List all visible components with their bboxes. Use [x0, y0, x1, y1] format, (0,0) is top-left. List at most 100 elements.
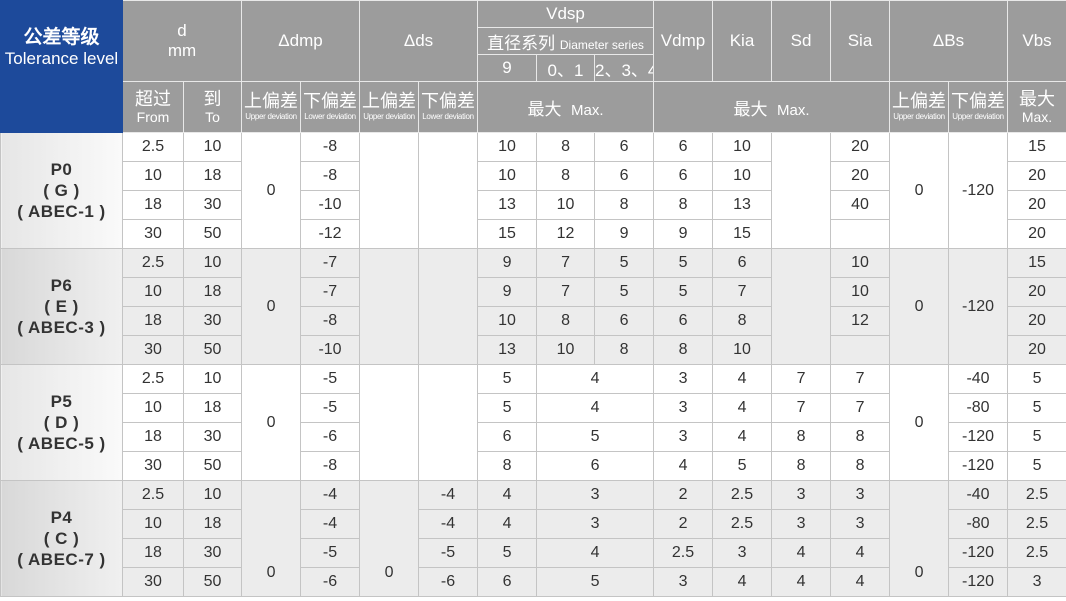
tolerance-level-line: ( E ) [44, 297, 79, 316]
sd-cell: 8 [771, 451, 832, 481]
header-d-symbol: d [177, 21, 187, 40]
from-cell: 30 [122, 219, 184, 249]
to-cell: 30 [182, 190, 243, 220]
ds-lower-cell [418, 248, 479, 365]
sia-cell: 20 [830, 161, 891, 191]
vdsp-cell: 10 [477, 306, 538, 336]
header-vbs: Vbs [1007, 0, 1066, 82]
from-cell: 2.5 [122, 480, 184, 510]
vdsp-cell: 4 [536, 538, 655, 568]
table-row: P4( C )( ABEC-7 ) 2.5 10 0 -4 0 -4 4 3 2 2.5 3 3 0 -40… [0, 480, 1066, 597]
header-dmp-upper: 上偏差 Upper deviation [241, 81, 302, 133]
vdsp-cell: 9 [477, 277, 538, 307]
tolerance-level-line: P4 [50, 508, 73, 527]
bs-lower-cell: -80 [948, 509, 1009, 539]
bs-lower-cell: -120 [948, 567, 1009, 597]
vbs-cell: 2.5 [1007, 509, 1066, 539]
sia-cell: 3 [830, 509, 891, 539]
max-cn: 最大 [1019, 89, 1056, 109]
tolerance-level-line: P6 [50, 276, 73, 295]
kia-cell: 8 [712, 306, 773, 336]
sia-cell: 8 [830, 422, 891, 452]
diameter-series-cn: 直径系列 [487, 33, 556, 53]
vdsp-cell: 4 [536, 364, 655, 394]
lower-cn: 下偏差 [421, 91, 476, 111]
to-cell: 10 [182, 480, 243, 510]
vdsp-cell: 15 [477, 219, 538, 249]
header-series-9: 9 [477, 54, 538, 82]
from-cell: 18 [122, 190, 184, 220]
vbs-cell: 5 [1007, 393, 1066, 423]
upper-cn: 上偏差 [892, 91, 947, 111]
vdsp-cell: 7 [536, 277, 596, 307]
vdsp-cell: 6 [594, 132, 655, 162]
dmp-upper-cell: 0 [241, 364, 302, 481]
max-en: Max. [776, 101, 810, 119]
from-cell: 10 [122, 393, 184, 423]
vdsp-cell: 4 [536, 393, 655, 423]
table-row: 18 30 -6 6 5 3 4 8 8 -120 5 [1, 422, 1066, 452]
ds-lower-cell: -6 [418, 567, 479, 597]
tolerance-level-cell: P0 ( G ) ( ABEC-1 ) [0, 132, 123, 249]
bs-upper-cell: 0 [889, 248, 950, 365]
upper-en: Upper deviation [893, 112, 945, 121]
vbs-cell: 20 [1007, 335, 1066, 365]
table-row: 18 30 -10 13 10 8 8 13 40 20 [1, 190, 1066, 220]
vdsp-cell: 5 [477, 538, 538, 568]
kia-cell: 6 [712, 248, 773, 278]
table-row: 10 18 -4 -4 4 3 2 2.5 3 3 -80 2.5 [1, 509, 1066, 539]
ds-lower-cell [418, 132, 479, 249]
sia-cell: 7 [830, 393, 891, 423]
header-bs: ΔBs [889, 0, 1009, 82]
sia-cell: 10 [830, 277, 891, 307]
vdmp-cell: 5 [653, 248, 714, 278]
kia-cell: 10 [712, 132, 773, 162]
kia-cell: 7 [712, 277, 773, 307]
from-cell: 30 [122, 335, 184, 365]
lower-cn: 下偏差 [951, 91, 1006, 111]
vbs-cell: 20 [1007, 190, 1066, 220]
to-cell: 30 [182, 306, 243, 336]
vdmp-cell: 8 [653, 335, 714, 365]
header-ds-upper: 上偏差 Upper deviation [359, 81, 420, 133]
kia-cell: 10 [712, 335, 773, 365]
vdmp-cell: 4 [653, 451, 714, 481]
vdsp-cell: 10 [477, 161, 538, 191]
dmp-lower-cell: -5 [300, 538, 361, 568]
table-row: 18 30 -8 10 8 6 6 8 12 20 [1, 306, 1066, 336]
vdmp-cell: 2 [653, 480, 714, 510]
vdsp-cell: 6 [477, 567, 538, 597]
dmp-lower-cell: -4 [300, 509, 361, 539]
to-cell: 18 [182, 509, 243, 539]
to-cell: 50 [182, 567, 243, 597]
header-series-234: 2、3、4 [594, 54, 655, 82]
sd-cell [771, 248, 832, 365]
vdmp-cell: 2.5 [653, 538, 714, 568]
vdsp-cell: 6 [594, 306, 655, 336]
sd-cell: 7 [771, 364, 832, 394]
max-cn: 最大 [733, 99, 768, 119]
ds-lower-cell: -4 [418, 509, 479, 539]
sia-cell: 3 [830, 480, 891, 510]
sd-cell: 4 [771, 567, 832, 597]
tolerance-level-cell: P6 ( E ) ( ABEC-3 ) [0, 248, 123, 365]
sia-cell [830, 335, 891, 365]
tolerance-level-line: ( ABEC-1 ) [17, 202, 106, 221]
vbs-cell: 2.5 [1007, 480, 1066, 510]
vdsp-cell: 12 [536, 219, 596, 249]
kia-cell: 10 [712, 161, 773, 191]
kia-cell: 4 [712, 393, 773, 423]
header-diameter-series: 直径系列 Diameter series [477, 27, 655, 55]
header-d-unit: mm [167, 41, 197, 60]
to-cell: 50 [182, 219, 243, 249]
vdsp-cell: 10 [536, 190, 596, 220]
from-cell: 10 [122, 509, 184, 539]
header-bs-upper: 上偏差 Upper deviation [889, 81, 950, 133]
vdmp-cell: 6 [653, 132, 714, 162]
dmp-lower-cell: -8 [300, 451, 361, 481]
ds-upper-cell [359, 248, 420, 365]
tolerance-level-line: P0 [50, 160, 73, 179]
bs-upper-cell: 0 [889, 480, 950, 597]
table-row: 10 18 -7 9 7 5 5 7 10 20 [1, 277, 1066, 307]
from-cell: 2.5 [122, 132, 184, 162]
